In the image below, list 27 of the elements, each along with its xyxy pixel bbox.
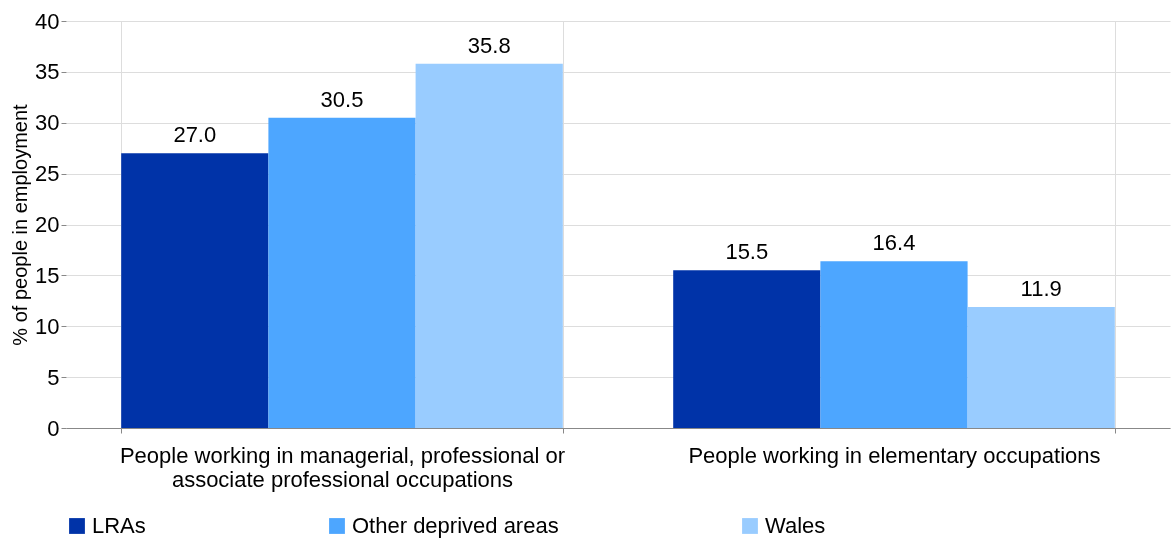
x-tick-label: People working in managerial, professional or associate professional occupations bbox=[119, 442, 566, 492]
data-label: 15.5 bbox=[725, 239, 769, 265]
bar bbox=[121, 153, 269, 428]
data-label: 30.5 bbox=[320, 86, 364, 112]
x-tick-label: People working in elementary occupations bbox=[688, 442, 1101, 468]
legend-label: LRAs bbox=[92, 513, 146, 538]
y-tick-label: 10 bbox=[35, 313, 60, 339]
data-label: 16.4 bbox=[872, 230, 916, 256]
y-tick-label: 25 bbox=[35, 161, 60, 187]
legend-label: Wales bbox=[765, 513, 826, 538]
y-tick-label: 40 bbox=[35, 8, 60, 34]
legend-label: Other deprived areas bbox=[352, 513, 559, 538]
bar bbox=[268, 117, 416, 428]
y-tick-label: 5 bbox=[47, 364, 60, 390]
data-label: 11.9 bbox=[1020, 275, 1062, 301]
data-label: 35.8 bbox=[467, 32, 511, 58]
data-label: 27.0 bbox=[173, 122, 217, 148]
y-tick-label: 30 bbox=[35, 110, 60, 136]
bar bbox=[820, 261, 968, 428]
y-tick-label: 35 bbox=[35, 59, 60, 85]
y-tick-label: 0 bbox=[47, 415, 60, 441]
bar bbox=[967, 306, 1115, 428]
y-tick-label: 15 bbox=[35, 262, 60, 288]
y-tick-label: 20 bbox=[35, 212, 60, 237]
bar bbox=[673, 270, 821, 428]
bar bbox=[415, 63, 563, 428]
y-axis-title: % of people in employment bbox=[9, 103, 32, 346]
